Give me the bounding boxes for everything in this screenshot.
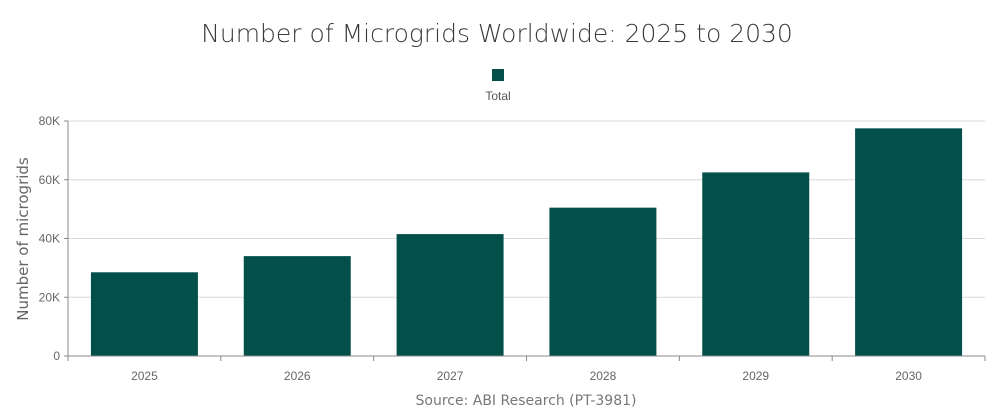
- x-tick-labels: 2025 2026 2027 2028 2029 2030: [131, 369, 922, 383]
- y-tick-label: 60K: [39, 173, 60, 187]
- legend-swatch-total: [492, 69, 504, 81]
- x-tick-label: 2028: [590, 369, 617, 383]
- y-tick-label: 40K: [39, 232, 60, 246]
- bars: [90, 128, 963, 356]
- legend-label-total: Total: [485, 89, 510, 103]
- x-tick-label: 2025: [131, 369, 158, 383]
- bar-2028[interactable]: [549, 207, 657, 356]
- legend[interactable]: Total: [485, 69, 511, 103]
- chart-title: Number of Microgrids Worldwide: 2025 to …: [201, 19, 793, 48]
- x-tick-label: 2027: [437, 369, 464, 383]
- x-tick-label: 2029: [742, 369, 769, 383]
- x-tick-label: 2026: [284, 369, 311, 383]
- gridlines: [68, 120, 985, 298]
- y-axis-label: Number of microgrids: [14, 157, 32, 321]
- y-tick-label: 20K: [39, 290, 60, 304]
- y-tick-label: 0: [53, 349, 60, 363]
- bar-2027[interactable]: [396, 234, 504, 356]
- y-tick-label: 80K: [39, 114, 60, 128]
- bar-2030[interactable]: [855, 128, 963, 356]
- y-tick-labels: 0 20K 40K 60K 80K: [39, 114, 61, 363]
- bar-2029[interactable]: [702, 172, 810, 356]
- x-tick-label: 2030: [895, 369, 922, 383]
- bar-2026[interactable]: [243, 256, 351, 356]
- source-note: Source: ABI Research (PT-3981): [416, 393, 637, 409]
- axes: [64, 120, 986, 361]
- bar-2025[interactable]: [90, 272, 198, 356]
